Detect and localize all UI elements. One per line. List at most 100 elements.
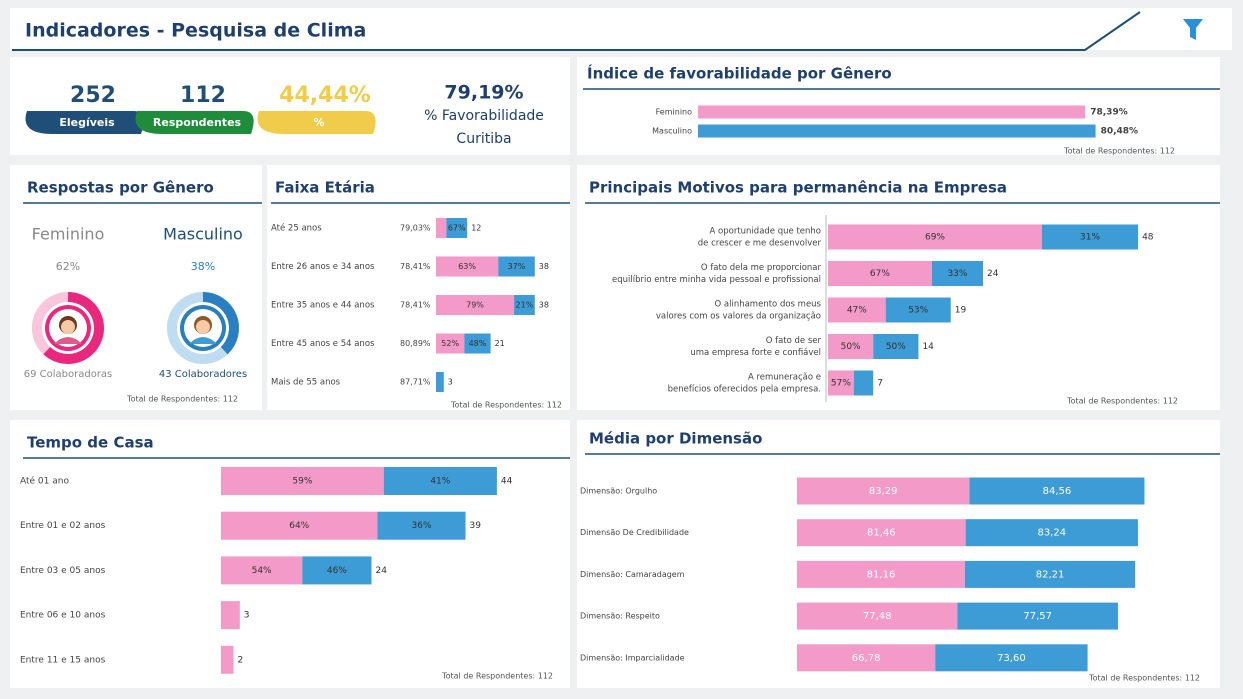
row-label: Entre 26 anos e 34 anos [271, 262, 375, 272]
segment-label: 66,78 [852, 653, 881, 664]
count-label: 3 [244, 611, 250, 621]
segment-label: 67% [870, 269, 890, 279]
panel [577, 165, 1220, 410]
value-label: 78,39% [1090, 108, 1128, 118]
kpi-value: 252 [70, 83, 116, 108]
bar-segment [436, 372, 444, 392]
kpi-value: 44,44% [279, 83, 371, 108]
row-label: Entre 35 anos e 44 anos [271, 301, 375, 311]
count-label: 48 [1142, 233, 1154, 243]
kpi-label: % Favorabilidade [424, 108, 544, 124]
group-name: Feminino [32, 225, 105, 244]
segment-label: 73,60 [997, 653, 1026, 664]
row-label: Entre 01 e 02 anos [20, 521, 106, 531]
panel [10, 420, 570, 688]
favor-label: 78,41% [400, 301, 431, 310]
bar [698, 106, 1085, 119]
count-label: 19 [955, 306, 967, 316]
row-label: A remuneração e [748, 373, 821, 383]
people-count: 43 Colaboradores [159, 369, 247, 380]
segment-label: 63% [458, 262, 476, 271]
segment-label: 81,16 [867, 569, 896, 580]
row-label: uma empresa forte e confiável [690, 348, 821, 358]
count-label: 39 [470, 521, 482, 531]
count-label: 7 [877, 379, 883, 389]
segment-label: 48% [469, 339, 487, 348]
footer: Total de Respondentes: 112 [441, 672, 553, 681]
panel-title: Faixa Etária [275, 179, 375, 197]
people-count: 69 Colaboradoras [24, 369, 113, 380]
row-label: Dimensão De Credibilidade [580, 528, 689, 537]
row-label: Entre 06 e 10 anos [20, 611, 106, 621]
row-label: A oportunidade que tenho [710, 227, 821, 237]
segment-label: 41% [430, 477, 450, 487]
pct-label: 38% [191, 260, 215, 273]
count-label: 38 [539, 301, 549, 310]
row-label: benefícios oferecidos pela empresa. [668, 385, 821, 395]
row-label: equilíbrio entre minha vida pessoal e pr… [612, 275, 821, 285]
segment-label: 82,21 [1036, 569, 1065, 580]
panel-title: Principais Motivos para permanência na E… [589, 179, 1007, 197]
segment-label: 81,46 [867, 528, 896, 539]
bar-segment [221, 601, 240, 629]
bar-segment [436, 218, 446, 238]
bar [698, 125, 1096, 138]
favor-label: 80,89% [400, 339, 431, 348]
kpi-label: % [313, 116, 324, 129]
segment-label: 46% [327, 566, 347, 576]
favor-label: 78,41% [400, 262, 431, 271]
count-label: 2 [238, 655, 244, 665]
row-label: Entre 11 e 15 anos [20, 655, 106, 665]
segment-label: 47% [847, 306, 867, 316]
segment-label: 52% [441, 339, 459, 348]
panel-title: Respostas por Gênero [27, 179, 214, 197]
kpi-value: 79,19% [444, 82, 523, 104]
dashboard: Indicadores - Pesquisa de Clima 252 Elegí… [0, 0, 1243, 699]
row-label: O alinhamento dos meus [715, 300, 822, 310]
row-label: Entre 03 e 05 anos [20, 566, 106, 576]
segment-label: 69% [925, 233, 945, 243]
segment-label: 83,29 [869, 486, 898, 497]
row-label: Entre 45 anos e 54 anos [271, 339, 375, 349]
group-name: Masculino [163, 225, 243, 244]
count-label: 24 [375, 566, 387, 576]
count-label: 3 [448, 378, 453, 387]
avatar-face [196, 320, 210, 334]
category-label: Feminino [656, 108, 692, 117]
avatar-face [61, 320, 75, 334]
panel [267, 165, 570, 410]
bar-segment [854, 371, 873, 396]
segment-label: 37% [508, 262, 526, 271]
segment-label: 77,48 [863, 611, 892, 622]
kpi-label: Elegíveis [59, 116, 115, 129]
segment-label: 53% [908, 306, 928, 316]
count-label: 12 [471, 224, 481, 233]
segment-label: 83,24 [1037, 528, 1066, 539]
segment-label: 50% [886, 342, 906, 352]
count-label: 44 [501, 477, 513, 487]
segment-label: 77,57 [1023, 611, 1052, 622]
segment-label: 21% [516, 301, 534, 310]
bar-segment [221, 646, 234, 674]
count-label: 14 [922, 342, 934, 352]
pct-label: 62% [56, 260, 80, 273]
footer: Total de Respondentes: 112 [1063, 147, 1175, 156]
segment-label: 67% [448, 224, 466, 233]
row-label: O fato de ser [766, 336, 822, 346]
segment-label: 31% [1080, 233, 1100, 243]
footer: Total de Respondentes: 112 [1088, 674, 1200, 683]
row-label: valores com os valores da organização [656, 312, 821, 322]
value-label: 80,48% [1101, 127, 1139, 137]
favor-label: 87,71% [400, 378, 431, 387]
segment-label: 33% [947, 269, 967, 279]
row-label: Dimensão: Camaradagem [580, 570, 685, 579]
segment-label: 79% [466, 301, 484, 310]
segment-label: 54% [252, 566, 272, 576]
kpi-label: Curitiba [456, 131, 511, 147]
row-label: Até 25 anos [271, 223, 322, 234]
kpi-label: Respondentes [153, 116, 242, 129]
count-label: 21 [495, 339, 505, 348]
panel-title: Tempo de Casa [27, 434, 154, 452]
page-title: Indicadores - Pesquisa de Clima [25, 20, 366, 42]
row-label: Dimensão: Orgulho [580, 487, 657, 496]
